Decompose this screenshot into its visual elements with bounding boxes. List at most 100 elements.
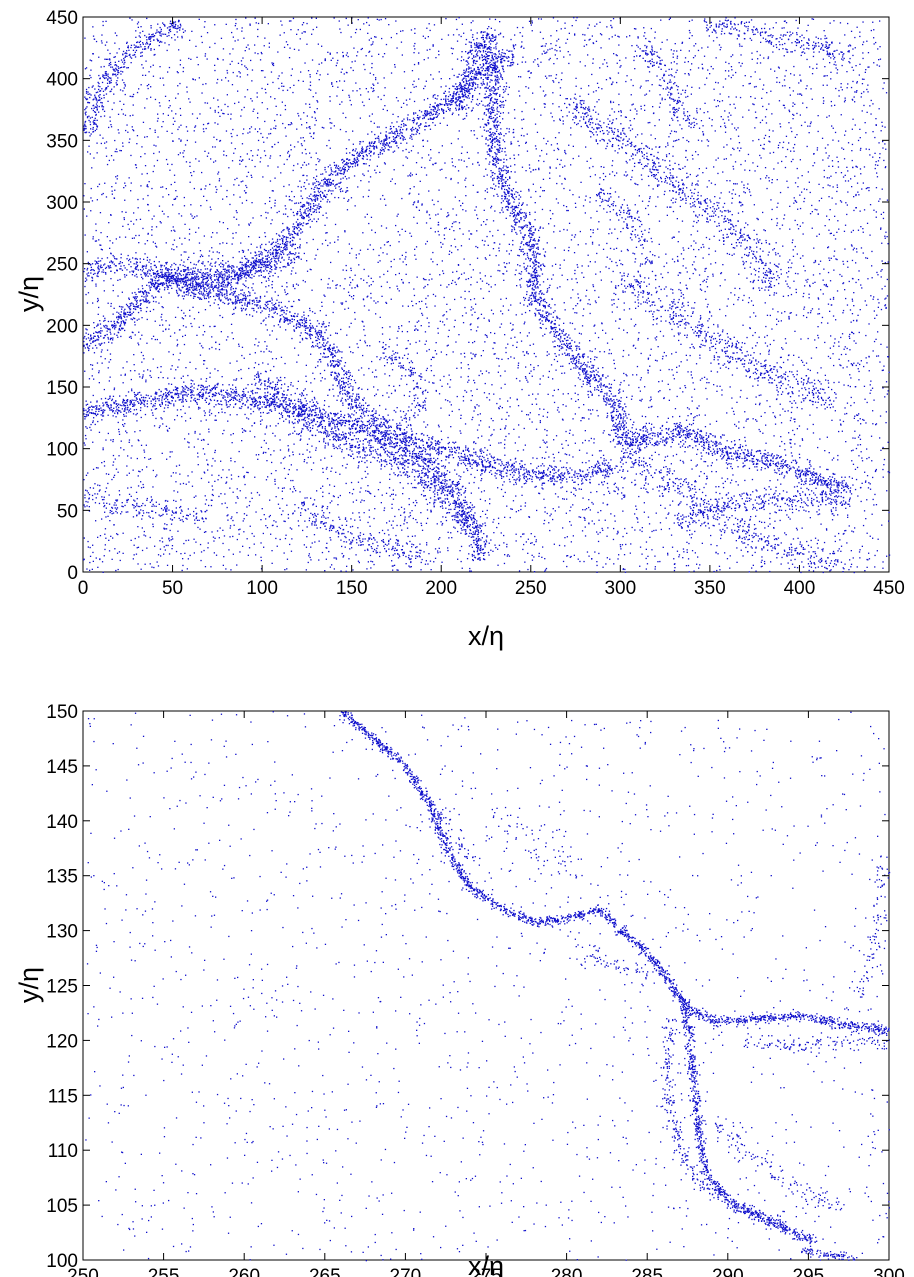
data-point bbox=[434, 461, 436, 463]
data-point bbox=[468, 84, 470, 86]
data-point bbox=[118, 403, 120, 405]
data-point bbox=[460, 488, 462, 491]
data-point bbox=[563, 476, 566, 478]
data-point bbox=[122, 401, 124, 403]
data-point bbox=[349, 395, 351, 397]
data-point bbox=[372, 145, 375, 147]
data-point bbox=[503, 468, 505, 470]
data-point bbox=[477, 66, 479, 68]
data-point bbox=[271, 238, 274, 240]
data-point bbox=[224, 399, 226, 401]
data-point bbox=[251, 257, 253, 259]
data-point bbox=[472, 526, 474, 528]
data-point bbox=[462, 499, 465, 501]
data-point bbox=[316, 407, 318, 410]
data-point bbox=[496, 470, 498, 472]
data-point bbox=[153, 276, 155, 278]
data-point bbox=[432, 118, 434, 120]
data-point bbox=[236, 274, 238, 276]
data-point bbox=[253, 401, 255, 403]
data-point bbox=[112, 339, 114, 341]
data-point bbox=[472, 81, 475, 83]
data-point bbox=[187, 393, 189, 395]
data-point bbox=[222, 396, 224, 399]
data-point bbox=[334, 350, 336, 352]
data-point bbox=[467, 449, 469, 451]
data-point bbox=[459, 457, 461, 459]
data-point bbox=[196, 289, 198, 291]
data-point bbox=[109, 338, 112, 341]
data-point bbox=[254, 392, 257, 394]
data-point bbox=[179, 279, 181, 281]
data-point bbox=[222, 273, 224, 275]
data-point bbox=[266, 291, 268, 293]
data-point bbox=[279, 319, 281, 321]
data-point bbox=[457, 499, 459, 501]
data-point bbox=[252, 265, 254, 268]
data-point bbox=[295, 272, 297, 274]
data-point bbox=[281, 242, 284, 245]
data-point bbox=[180, 391, 182, 393]
data-point bbox=[334, 419, 336, 422]
data-point bbox=[128, 311, 130, 313]
data-point bbox=[110, 404, 112, 406]
data-point bbox=[519, 478, 521, 480]
data-point bbox=[171, 276, 173, 278]
data-point bbox=[330, 172, 332, 174]
data-point bbox=[397, 450, 399, 453]
data-point bbox=[230, 391, 232, 393]
data-point bbox=[167, 398, 169, 401]
data-point bbox=[183, 278, 185, 280]
data-point bbox=[207, 279, 209, 281]
data-point bbox=[263, 265, 265, 268]
data-point bbox=[459, 90, 461, 92]
data-point bbox=[416, 122, 418, 124]
data-point bbox=[312, 183, 314, 186]
data-point bbox=[200, 276, 202, 278]
data-point bbox=[265, 398, 267, 400]
data-point bbox=[355, 418, 357, 421]
data-point bbox=[247, 260, 249, 262]
data-point bbox=[270, 254, 272, 256]
data-point bbox=[177, 295, 179, 297]
data-point bbox=[246, 261, 248, 264]
data-point bbox=[113, 407, 115, 409]
data-point bbox=[115, 258, 117, 260]
data-point bbox=[433, 467, 435, 469]
data-point bbox=[374, 137, 377, 140]
data-point bbox=[380, 141, 382, 143]
data-point bbox=[535, 475, 537, 477]
data-point bbox=[197, 393, 200, 395]
data-point bbox=[272, 251, 274, 253]
data-point bbox=[125, 274, 128, 276]
data-point bbox=[304, 332, 307, 334]
data-point bbox=[272, 241, 275, 243]
data-point bbox=[433, 110, 435, 112]
data-point bbox=[408, 436, 410, 438]
data-point bbox=[269, 404, 271, 407]
data-point bbox=[186, 284, 188, 287]
data-point bbox=[209, 270, 211, 272]
data-point bbox=[435, 116, 437, 118]
data-point bbox=[441, 451, 443, 453]
data-point bbox=[401, 134, 403, 137]
data-point bbox=[228, 264, 230, 266]
data-point bbox=[265, 406, 267, 409]
data-point bbox=[139, 258, 141, 260]
data-point bbox=[324, 169, 326, 171]
data-point bbox=[241, 405, 243, 408]
data-point bbox=[459, 505, 461, 507]
data-point bbox=[308, 209, 311, 211]
data-point bbox=[172, 276, 175, 278]
data-point bbox=[216, 269, 218, 271]
data-point bbox=[356, 395, 358, 397]
data-point bbox=[472, 521, 474, 524]
data-point bbox=[350, 163, 352, 165]
data-point bbox=[113, 325, 115, 327]
data-point bbox=[213, 394, 215, 396]
data-point bbox=[261, 243, 263, 246]
data-point bbox=[360, 420, 362, 422]
data-point bbox=[463, 505, 465, 507]
data-point bbox=[249, 294, 251, 297]
